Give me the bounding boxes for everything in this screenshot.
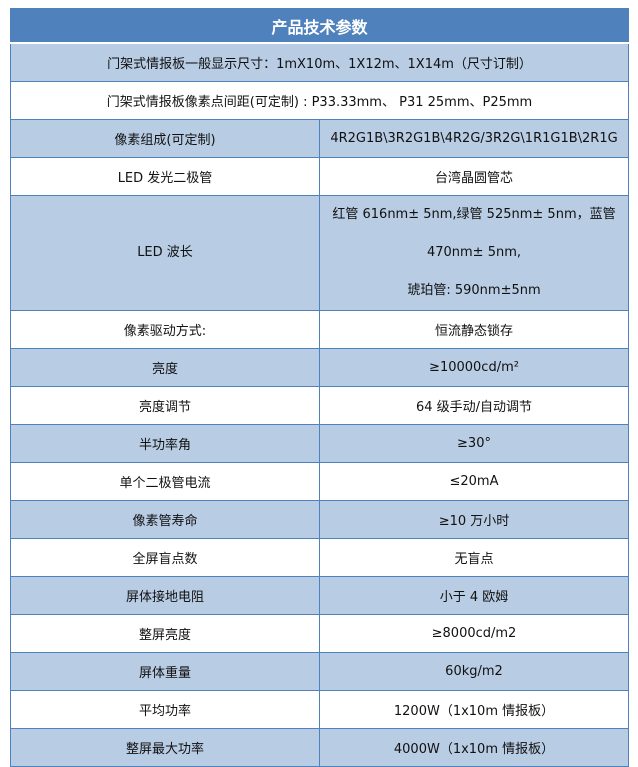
row-value: ≤20mA (319, 462, 629, 501)
row-label: 整屏亮度 (10, 614, 320, 653)
row-label: 平均功率 (10, 690, 320, 729)
display-size-row: 门架式情报板一般显示尺寸：1mX10m、1X12m、1X14m（尺寸订制） (10, 42, 629, 82)
row-value: ≥10 万小时 (319, 500, 629, 539)
table-row: 屏体重量 60kg/m2 (10, 652, 629, 691)
row-value: 无盲点 (319, 538, 629, 577)
row-label: 像素管寿命 (10, 500, 320, 539)
row-value: 恒流静态锁存 (319, 310, 629, 349)
table-title: 产品技术参数 (10, 8, 629, 44)
row-value-line: 红管 616nm± 5nm,绿管 525nm± 5nm，蓝管 470nm± 5n… (332, 207, 616, 260)
row-value: 小于 4 欧姆 (319, 576, 629, 615)
row-label: 像素组成(可定制) (10, 119, 320, 158)
row-label: 半功率角 (10, 424, 320, 463)
row-value: 1200W（1x10m 情报板） (319, 690, 629, 729)
row-label: 单个二极管电流 (10, 462, 320, 501)
table-row: LED 波长 红管 616nm± 5nm,绿管 525nm± 5nm，蓝管 470… (10, 195, 629, 311)
row-value-line: 琥珀管: 590nm±5nm (407, 283, 541, 298)
row-label: 全屏盲点数 (10, 538, 320, 577)
spec-table: 产品技术参数 门架式情报板一般显示尺寸：1mX10m、1X12m、1X14m（尺… (10, 8, 629, 767)
row-label: 屏体接地电阻 (10, 576, 320, 615)
row-value: 64 级手动/自动调节 (319, 386, 629, 425)
row-value: ≥30° (319, 424, 629, 463)
table-row: 像素组成(可定制) 4R2G1B\3R2G1B\4R2G/3R2G\1R1G1B\… (10, 119, 629, 158)
row-label: 屏体重量 (10, 652, 320, 691)
row-label: 亮度调节 (10, 386, 320, 425)
row-label: 亮度 (10, 348, 320, 387)
table-row: 全屏盲点数 无盲点 (10, 538, 629, 577)
table-row: 像素管寿命 ≥10 万小时 (10, 500, 629, 539)
row-value: 红管 616nm± 5nm,绿管 525nm± 5nm，蓝管 470nm± 5n… (319, 195, 629, 311)
row-value: 60kg/m2 (319, 652, 629, 691)
table-row: 像素驱动方式: 恒流静态锁存 (10, 310, 629, 349)
row-label: LED 发光二极管 (10, 157, 320, 196)
row-value: 台湾晶圆管芯 (319, 157, 629, 196)
pixel-pitch-row: 门架式情报板像素点间距(可定制) : P33.33mm、 P31 25mm、P2… (10, 81, 629, 120)
row-value: 4R2G1B\3R2G1B\4R2G/3R2G\1R1G1B\2R1G (319, 119, 629, 158)
row-value: ≥10000cd/m² (319, 348, 629, 387)
table-row: 亮度 ≥10000cd/m² (10, 348, 629, 387)
table-row: LED 发光二极管 台湾晶圆管芯 (10, 157, 629, 196)
row-label: 像素驱动方式: (10, 310, 320, 349)
table-row: 平均功率 1200W（1x10m 情报板） (10, 690, 629, 729)
table-row: 整屏亮度 ≥8000cd/m2 (10, 614, 629, 653)
table-row: 半功率角 ≥30° (10, 424, 629, 463)
table-row: 单个二极管电流 ≤20mA (10, 462, 629, 501)
table-row: 屏体接地电阻 小于 4 欧姆 (10, 576, 629, 615)
table-row: 亮度调节 64 级手动/自动调节 (10, 386, 629, 425)
row-label: LED 波长 (10, 195, 320, 311)
row-value: ≥8000cd/m2 (319, 614, 629, 653)
